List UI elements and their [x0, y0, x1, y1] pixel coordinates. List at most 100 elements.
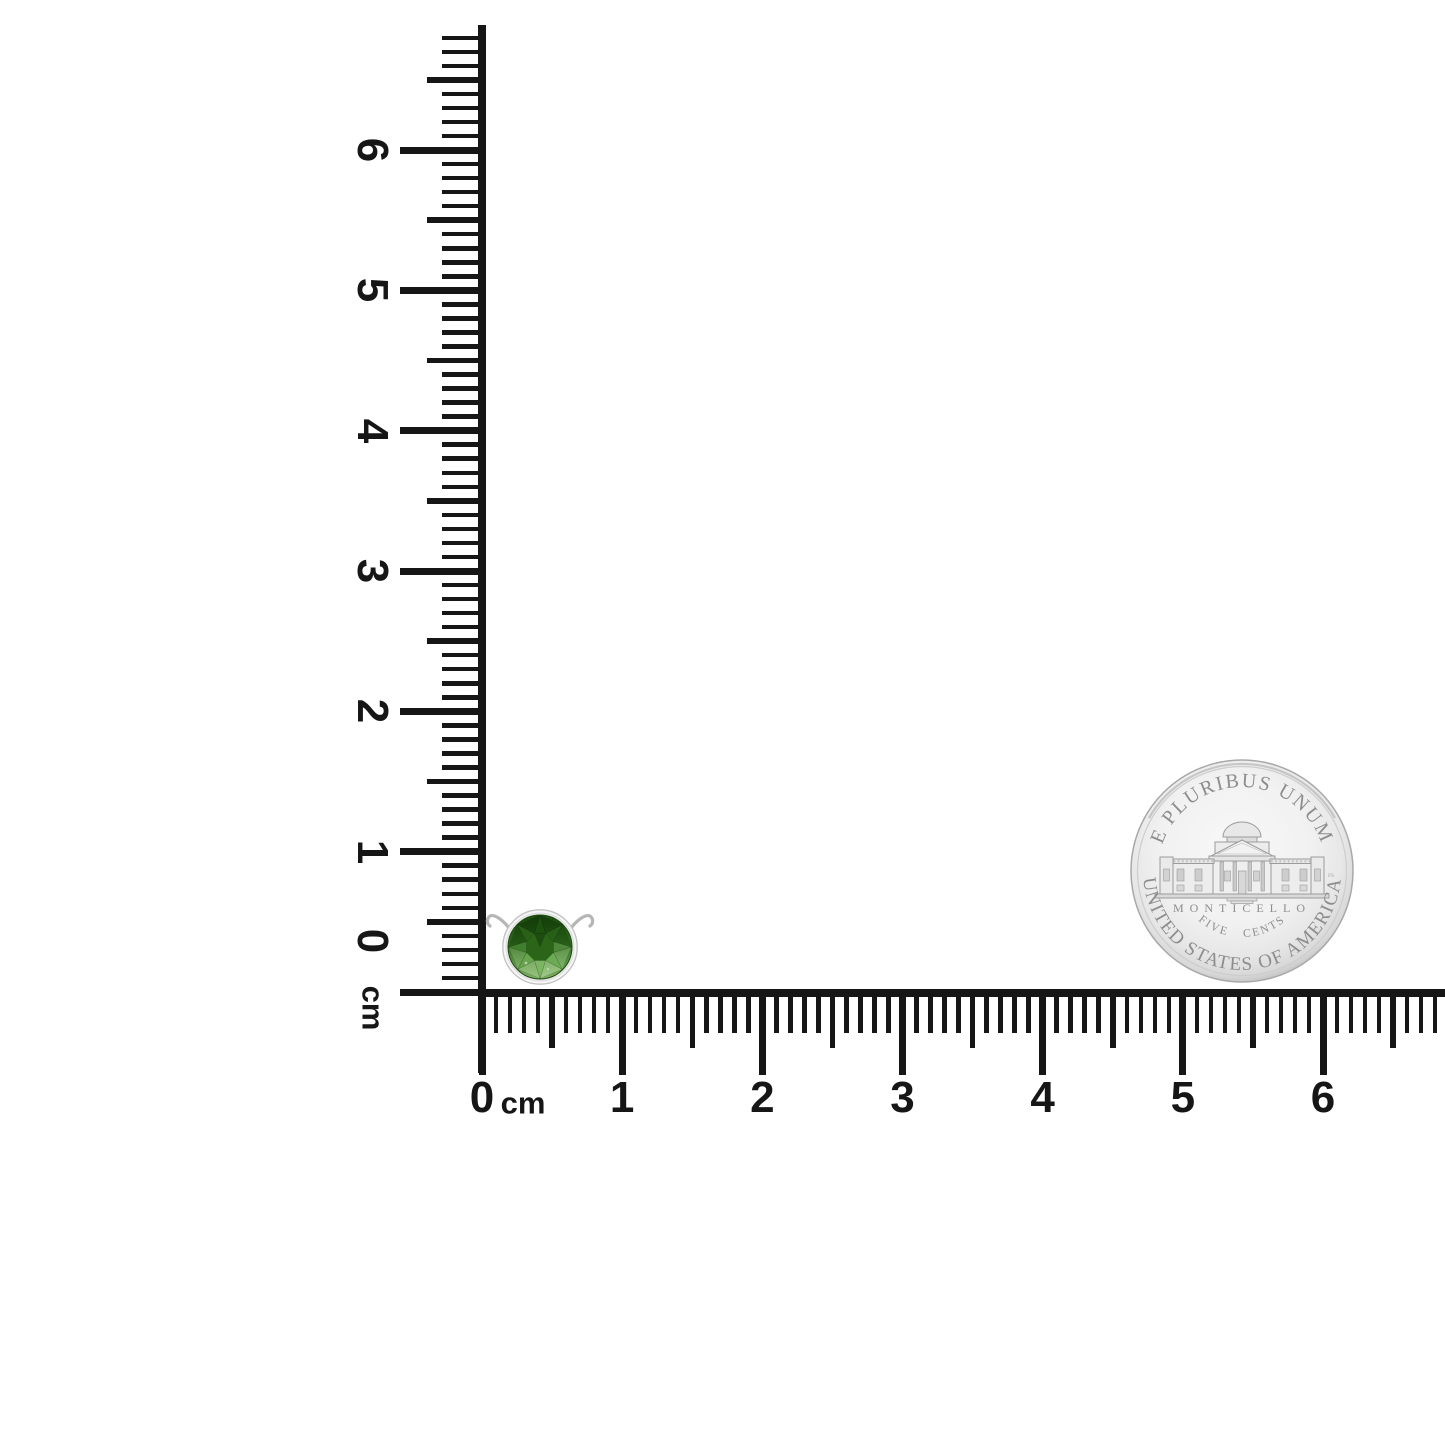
ruler-tick [442, 891, 479, 897]
pendant-wire-left-icon [485, 913, 511, 930]
ruler-tick [1110, 996, 1116, 1048]
ruler-tick [400, 707, 479, 715]
pendant-wire-right-icon [569, 913, 595, 930]
ruler-tick [442, 161, 479, 167]
ruler-tick [675, 996, 681, 1033]
ruler-tick [442, 456, 479, 461]
ruler-tick [442, 386, 479, 391]
gem-table [526, 933, 554, 961]
ruler-tick [1390, 996, 1396, 1048]
ruler-label: 3 [348, 558, 397, 584]
ruler-tick [442, 49, 479, 55]
ruler-tick [400, 988, 479, 996]
ruler-tick [442, 877, 479, 882]
ruler-tick [507, 996, 513, 1033]
ruler-tick [1179, 996, 1187, 1075]
ruler-tick [844, 996, 849, 1033]
ruler-label: 4 [348, 418, 397, 443]
ruler-tick [442, 512, 479, 518]
ruler-tick [427, 638, 479, 644]
ruler-tick [442, 793, 479, 798]
ruler-tick [442, 316, 479, 321]
gem-table-shadow [534, 933, 546, 948]
ruler-tick [442, 947, 479, 953]
gem-facet [553, 946, 572, 970]
ruler-tick [442, 863, 479, 868]
ruler-tick [442, 414, 479, 419]
ruler-tick [442, 723, 479, 728]
ruler-tick [400, 567, 479, 575]
ruler-label: 2 [348, 699, 397, 724]
ruler-unit-label: cm [500, 1085, 546, 1121]
ruler-tick [872, 996, 877, 1033]
ruler-tick [400, 146, 479, 154]
ruler-tick [1306, 996, 1312, 1033]
gem-glint [546, 967, 550, 971]
ruler-tick [1362, 996, 1368, 1033]
ruler-tick [1404, 996, 1410, 1033]
ruler-tick [442, 526, 479, 532]
ruler-tick [1152, 996, 1158, 1033]
ruler-tick [442, 105, 479, 111]
ruler-tick [442, 765, 479, 770]
ruler-label: 3 [890, 1073, 915, 1122]
ruler-tick [1054, 996, 1059, 1033]
ruler-tick [802, 996, 807, 1033]
ruler-tick [442, 582, 479, 588]
ruler-tick [442, 372, 479, 377]
ruler-tick [563, 996, 569, 1033]
ruler-tick [442, 975, 479, 981]
ruler-tick [1376, 996, 1382, 1033]
ruler-tick [1334, 996, 1340, 1033]
ruler-tick [442, 91, 479, 97]
gemstone-pendant [485, 909, 595, 985]
ruler-tick [521, 996, 527, 1033]
ruler-tick [400, 286, 479, 294]
vertical-ruler-bar [478, 25, 486, 1073]
ruler-tick [774, 996, 779, 1033]
ruler-tick [1166, 996, 1172, 1033]
ruler-tick [1250, 996, 1256, 1048]
ruler-tick [633, 996, 639, 1033]
ruler-tick [442, 189, 479, 195]
coin-top-shadow [1148, 762, 1336, 819]
ruler-tick [442, 933, 479, 939]
ruler-tick [549, 996, 555, 1048]
ruler-tick [478, 996, 486, 1075]
ruler-tick [442, 905, 479, 911]
coin-designer-initials: FS [1328, 873, 1334, 879]
ruler-tick [442, 246, 479, 251]
ruler-tick [1124, 996, 1130, 1033]
ruler-tick [605, 996, 611, 1033]
ruler-label: 0 [469, 1073, 495, 1122]
ruler-tick [914, 996, 919, 1033]
ruler-tick [816, 996, 821, 1033]
ruler-tick [442, 231, 479, 237]
ruler-tick [1026, 996, 1031, 1033]
ruler-tick [427, 217, 479, 223]
ruler-tick [442, 260, 479, 265]
ruler-tick [442, 695, 479, 700]
ruler-tick [1194, 996, 1200, 1033]
ruler-tick [442, 470, 479, 476]
ruler-tick [1348, 996, 1354, 1033]
ruler-tick [400, 848, 479, 856]
ruler-tick [1222, 996, 1228, 1033]
ruler-tick [442, 666, 479, 672]
ruler-tick [442, 330, 479, 335]
ruler-tick [1012, 996, 1017, 1033]
ruler-tick [442, 35, 479, 40]
ruler-tick [535, 996, 541, 1033]
ruler-tick [661, 996, 667, 1033]
ruler-tick [442, 302, 479, 307]
gem-facet [517, 960, 541, 979]
gem-glint [524, 961, 528, 965]
ruler-tick [1292, 996, 1298, 1033]
ruler-label: 5 [348, 278, 397, 303]
ruler-tick [1278, 996, 1284, 1033]
ruler-tick [427, 919, 479, 925]
ruler-label: 1 [348, 839, 397, 864]
ruler-tick [591, 996, 597, 1033]
ruler-tick [442, 961, 479, 967]
ruler-tick [1068, 996, 1073, 1033]
